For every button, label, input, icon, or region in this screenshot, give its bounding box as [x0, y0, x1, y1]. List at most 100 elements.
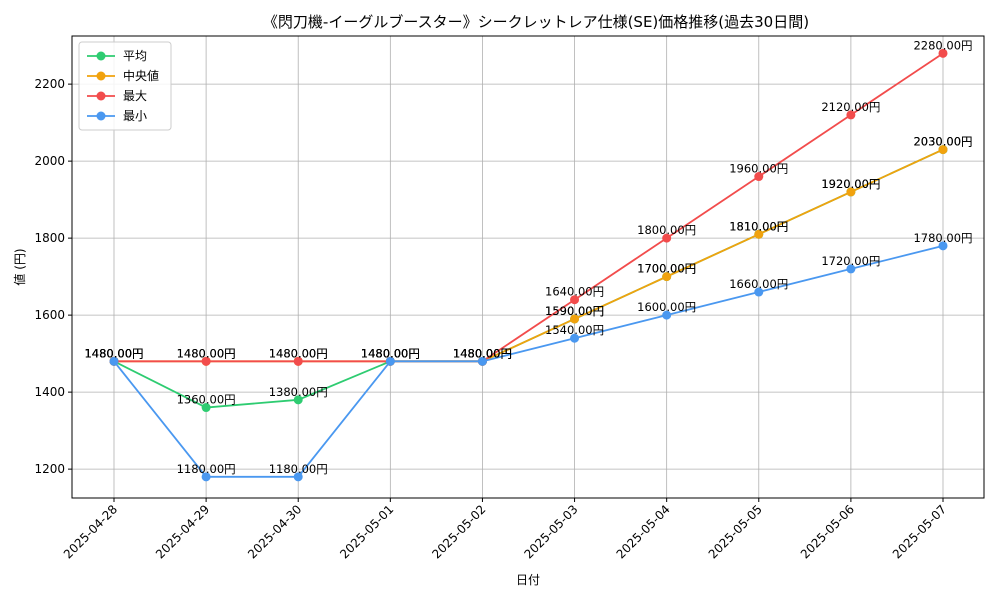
series-layer	[109, 48, 948, 482]
data-label: 1480.00円	[84, 346, 143, 360]
data-label: 1810.00円	[729, 219, 788, 233]
data-point	[477, 356, 487, 366]
legend-entry: 最大	[123, 89, 147, 103]
x-tick-label: 2025-04-30	[245, 502, 304, 561]
data-point	[201, 472, 211, 482]
data-label: 1480.00円	[84, 346, 143, 360]
x-tick-label: 2025-05-02	[429, 502, 488, 561]
data-label: 1960.00円	[729, 162, 788, 176]
data-point	[662, 310, 672, 320]
x-axis-label: 日付	[516, 573, 540, 587]
data-point	[846, 187, 856, 197]
data-label: 1640.00円	[545, 285, 604, 299]
data-point	[293, 472, 303, 482]
series-line-1	[113, 148, 944, 409]
data-point	[754, 287, 764, 297]
data-label: 1480.00円	[453, 346, 512, 360]
data-point	[201, 356, 211, 366]
data-label: 1480.00円	[453, 346, 512, 360]
x-tick-label: 2025-05-06	[798, 502, 857, 561]
data-point	[293, 395, 303, 405]
x-tick-label: 2025-05-01	[337, 502, 396, 561]
data-label: 1480.00円	[84, 346, 143, 360]
legend-swatch-marker	[96, 111, 106, 121]
data-point	[754, 229, 764, 239]
y-tick-label: 2000	[34, 154, 65, 168]
data-label: 1660.00円	[729, 277, 788, 291]
data-label: 1480.00円	[84, 346, 143, 360]
data-point	[938, 48, 948, 58]
x-tick-label: 2025-05-04	[614, 502, 673, 561]
data-label: 1800.00円	[637, 223, 696, 237]
data-labels: 1480.00円 1360.00円 1380.00円 1480.00円 1480.00円…	[84, 38, 972, 476]
x-tick-label: 2025-05-05	[706, 502, 765, 561]
data-label: 1590.00円	[545, 304, 604, 318]
data-label: 1180.00円	[269, 462, 328, 476]
legend-entry: 最小	[123, 109, 147, 123]
plot-frame	[71, 35, 985, 499]
x-tick-label: 2025-04-29	[153, 502, 212, 561]
data-label: 2120.00円	[821, 100, 880, 114]
data-label: 1590.00円	[545, 304, 604, 318]
legend-box	[78, 41, 172, 131]
data-label: 2030.00円	[913, 135, 972, 149]
y-tick-label: 1600	[34, 308, 65, 322]
x-tick-label: 2025-04-28	[61, 502, 120, 561]
data-label: 1360.00円	[177, 393, 236, 407]
data-label: 1480.00円	[269, 346, 328, 360]
data-label: 2030.00円	[913, 135, 972, 149]
data-point	[846, 264, 856, 274]
data-point	[570, 333, 580, 343]
data-label: 1540.00円	[545, 323, 604, 337]
data-label: 1480.00円	[361, 346, 420, 360]
x-tick-label: 2025-05-07	[890, 502, 949, 561]
data-point	[662, 272, 672, 282]
series-line-3	[114, 52, 944, 363]
y-tick-label: 2200	[34, 77, 65, 91]
data-point	[109, 356, 119, 366]
data-label: 1720.00円	[821, 254, 880, 268]
y-tick-label: 1800	[34, 231, 65, 245]
data-point	[938, 145, 948, 155]
x-tick-label: 2025-05-03	[521, 502, 580, 561]
data-label: 1480.00円	[269, 346, 328, 360]
data-label: 1810.00円	[729, 219, 788, 233]
data-point	[293, 356, 303, 366]
data-label: 1480.00円	[453, 346, 512, 360]
data-point	[570, 314, 580, 324]
chart-title: 《閃刀機-イーグルブースター》シークレットレア仕様(SE)価格推移(過去30日間…	[263, 13, 809, 31]
x-axis: 2025-04-28 2025-04-29 2025-04-30 2025-05-01…	[61, 498, 949, 561]
data-label: 1700.00円	[637, 262, 696, 276]
data-point	[385, 356, 395, 366]
data-label: 1380.00円	[269, 385, 328, 399]
data-point	[201, 403, 211, 413]
y-tick-label: 1400	[34, 385, 65, 399]
legend-swatch-marker	[96, 91, 106, 101]
data-label: 1600.00円	[637, 300, 696, 314]
data-label: 2280.00円	[913, 38, 972, 52]
data-label: 1480.00円	[177, 346, 236, 360]
data-label: 1920.00円	[821, 177, 880, 191]
y-axis-label: 値 (円)	[12, 248, 27, 285]
legend-entry: 平均	[123, 49, 147, 63]
data-label: 1180.00円	[177, 462, 236, 476]
data-point	[570, 295, 580, 305]
legend-entry: 中央値	[123, 68, 159, 83]
data-label: 1480.00円	[453, 346, 512, 360]
y-tick-label: 1200	[34, 462, 65, 476]
data-point	[938, 241, 948, 251]
data-label: 1480.00円	[177, 346, 236, 360]
data-label: 1480.00円	[361, 346, 420, 360]
data-point	[754, 172, 764, 182]
data-label: 1780.00円	[913, 231, 972, 245]
data-label: 1480.00円	[361, 346, 420, 360]
grid	[72, 36, 984, 498]
data-label: 1480.00円	[361, 346, 420, 360]
y-axis: 1200 1400 1600 1800 2000 2200	[34, 77, 72, 476]
data-point	[662, 233, 672, 243]
data-label: 1920.00円	[821, 177, 880, 191]
legend-swatch-marker	[96, 71, 106, 81]
data-point	[846, 110, 856, 120]
